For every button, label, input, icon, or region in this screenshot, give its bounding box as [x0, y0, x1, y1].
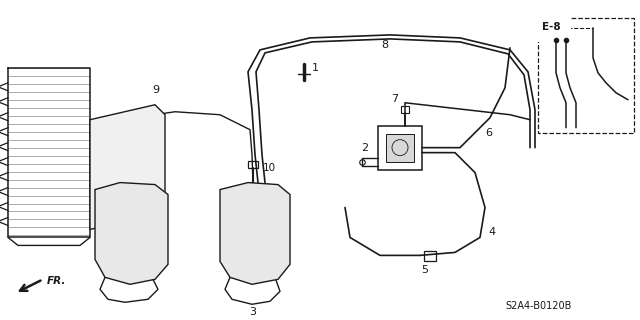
Text: 9: 9 — [152, 85, 159, 95]
Text: 4: 4 — [488, 228, 495, 237]
Text: S2A4-B0120B: S2A4-B0120B — [505, 301, 572, 311]
Text: 2: 2 — [361, 143, 368, 153]
Text: 5: 5 — [422, 265, 429, 276]
Bar — [401, 106, 409, 113]
Bar — [248, 161, 258, 168]
Text: 3: 3 — [250, 307, 257, 317]
Text: FR.: FR. — [47, 276, 67, 286]
Bar — [538, 18, 634, 133]
Bar — [386, 134, 414, 162]
Text: 7: 7 — [392, 94, 399, 104]
Polygon shape — [90, 105, 165, 229]
Polygon shape — [95, 183, 168, 284]
Text: 1: 1 — [312, 63, 319, 73]
Text: 6: 6 — [485, 128, 492, 138]
Text: 8: 8 — [381, 40, 388, 50]
Text: E-8: E-8 — [542, 22, 561, 32]
Text: 10: 10 — [263, 163, 276, 172]
Bar — [424, 252, 436, 261]
Bar — [378, 126, 422, 170]
Polygon shape — [220, 183, 290, 284]
